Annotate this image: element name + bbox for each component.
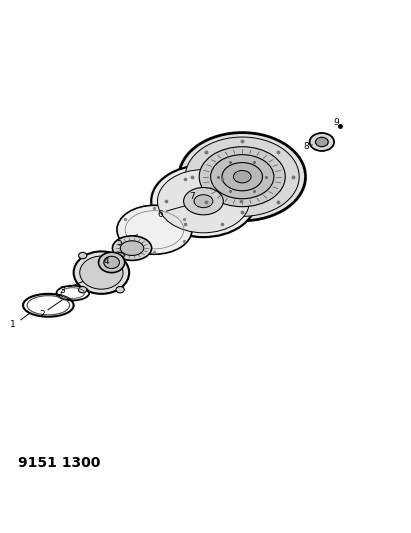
Ellipse shape: [185, 137, 299, 216]
Text: 4: 4: [104, 257, 109, 266]
Text: 5: 5: [116, 238, 122, 246]
Ellipse shape: [116, 287, 124, 293]
Ellipse shape: [184, 188, 223, 215]
Ellipse shape: [117, 205, 192, 254]
Text: 8: 8: [304, 142, 309, 151]
Ellipse shape: [99, 252, 125, 272]
Text: 6: 6: [157, 210, 163, 219]
Ellipse shape: [210, 155, 274, 199]
Text: 2: 2: [39, 310, 45, 319]
Ellipse shape: [116, 252, 124, 259]
Text: 3: 3: [59, 287, 65, 295]
Ellipse shape: [80, 256, 123, 289]
Ellipse shape: [120, 241, 144, 255]
Text: 9151 1300: 9151 1300: [18, 456, 100, 470]
Ellipse shape: [79, 287, 87, 293]
Ellipse shape: [316, 138, 328, 147]
Ellipse shape: [157, 169, 249, 233]
Ellipse shape: [179, 133, 305, 221]
Ellipse shape: [222, 163, 263, 191]
Text: 1: 1: [10, 320, 16, 329]
Text: 9: 9: [333, 118, 339, 127]
Ellipse shape: [194, 195, 213, 208]
Ellipse shape: [104, 256, 120, 269]
Ellipse shape: [74, 252, 129, 294]
Ellipse shape: [309, 133, 334, 151]
Ellipse shape: [233, 171, 251, 183]
Ellipse shape: [199, 147, 285, 207]
Ellipse shape: [151, 165, 256, 237]
Text: 7: 7: [189, 192, 195, 201]
Ellipse shape: [113, 236, 152, 261]
Ellipse shape: [79, 252, 87, 259]
